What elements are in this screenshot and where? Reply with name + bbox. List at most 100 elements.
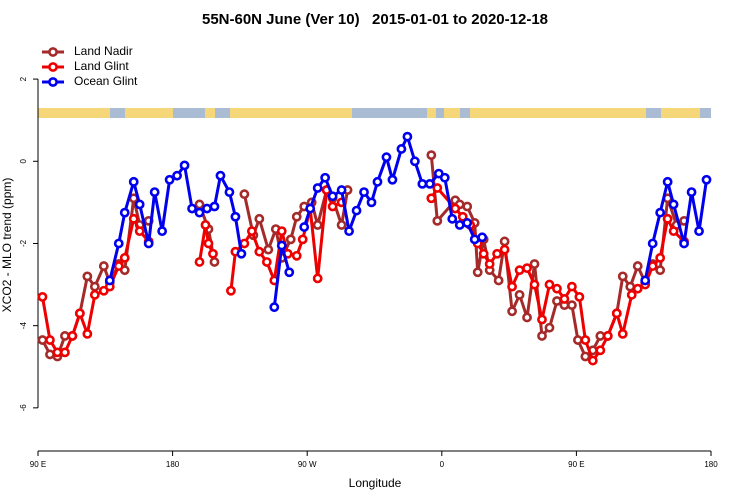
data-point — [254, 213, 265, 224]
data-point — [113, 261, 124, 271]
y-tick-label: -4 — [19, 322, 28, 330]
data-point — [312, 273, 323, 284]
data-point — [647, 261, 658, 271]
data-point — [617, 328, 628, 339]
data-point — [285, 234, 296, 245]
data-point — [432, 215, 443, 226]
y-tick-label: 2 — [19, 76, 28, 81]
data-point — [60, 331, 70, 341]
data-point — [432, 183, 443, 193]
data-point — [625, 281, 636, 292]
data-point — [366, 197, 377, 208]
data-point — [450, 203, 461, 214]
data-point — [236, 248, 247, 259]
data-point — [559, 294, 570, 304]
data-point — [529, 259, 540, 269]
data-point — [276, 226, 287, 237]
data-point — [632, 283, 643, 294]
series-line — [108, 135, 708, 308]
data-point — [381, 152, 392, 163]
data-point — [320, 172, 331, 183]
data-point — [686, 187, 697, 198]
data-point — [119, 252, 130, 263]
y-tick-label: -6 — [19, 404, 28, 412]
data-point — [462, 218, 473, 228]
data-point — [89, 281, 100, 292]
data-point — [580, 351, 591, 362]
data-point — [477, 232, 488, 243]
data-point — [387, 174, 398, 185]
data-point — [662, 176, 673, 187]
data-point — [239, 238, 250, 249]
data-point — [344, 226, 354, 237]
data-point — [424, 178, 435, 189]
data-point — [291, 250, 302, 261]
series-line — [41, 154, 685, 358]
data-point — [454, 220, 465, 230]
chart-title: 55N-60N June (Ver 10) 2015-01-01 to 2020… — [202, 11, 548, 28]
legend-label: Land Nadir — [74, 44, 133, 58]
data-point — [426, 193, 437, 204]
data-point — [402, 131, 413, 142]
data-point — [587, 355, 598, 366]
data-point — [514, 265, 525, 276]
data-point — [82, 271, 93, 282]
legend-marker — [48, 77, 58, 87]
data-point — [640, 275, 651, 286]
x-tick-label: 90 E — [30, 460, 46, 469]
data-point — [263, 244, 274, 255]
data-point — [179, 160, 190, 171]
data-point — [312, 220, 323, 230]
data-point — [276, 240, 287, 251]
data-point — [37, 291, 48, 302]
data-point — [529, 279, 540, 290]
data-point — [544, 322, 555, 333]
data-point — [351, 205, 362, 216]
data-point — [128, 176, 139, 187]
data-point — [647, 238, 658, 249]
data-point — [567, 281, 577, 292]
data-point — [492, 248, 503, 259]
data-point — [246, 226, 257, 237]
data-point — [291, 211, 302, 222]
data-point — [336, 185, 347, 195]
land-mask-strip — [38, 108, 711, 118]
data-point — [567, 300, 577, 311]
data-point — [327, 191, 338, 202]
data-point — [462, 201, 473, 212]
data-point — [157, 226, 168, 237]
data-point — [215, 170, 226, 181]
data-point — [580, 335, 591, 345]
data-point — [478, 248, 489, 259]
data-point — [230, 211, 241, 222]
data-point — [226, 285, 236, 296]
data-point — [134, 199, 145, 210]
data-point — [514, 289, 525, 300]
data-point — [522, 263, 532, 274]
data-point — [595, 331, 606, 341]
data-point — [45, 349, 55, 360]
x-axis-label: Longitude — [349, 476, 402, 490]
legend-marker — [48, 47, 58, 57]
data-point — [119, 207, 130, 218]
data-point — [447, 213, 458, 224]
data-point — [372, 176, 383, 187]
data-point — [572, 335, 583, 345]
data-point — [254, 246, 265, 257]
x-tick-label: 90 W — [298, 460, 317, 469]
data-point — [312, 183, 323, 193]
data-point — [128, 213, 139, 224]
data-point — [694, 226, 704, 237]
data-point — [426, 150, 437, 161]
data-point — [668, 199, 679, 210]
data-point — [60, 347, 70, 358]
data-point — [172, 170, 182, 181]
data-point — [552, 283, 562, 294]
data-point — [537, 314, 547, 325]
data-point — [574, 291, 585, 302]
data-point — [52, 347, 63, 358]
data-point — [336, 220, 347, 230]
y-tick-label: -2 — [19, 239, 28, 247]
data-point — [297, 234, 308, 245]
